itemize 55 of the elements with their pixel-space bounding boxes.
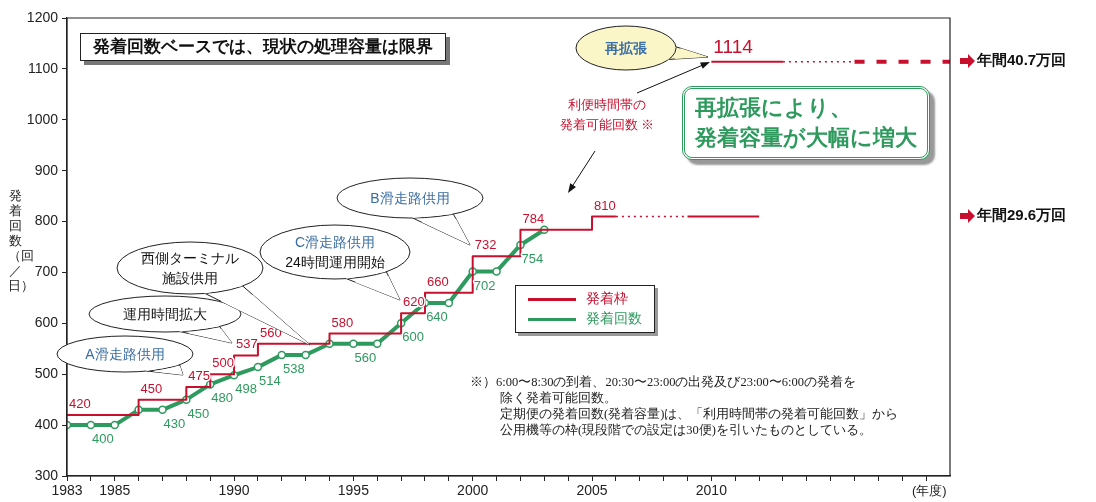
data-label: 420	[69, 396, 91, 412]
x-tick-label: 1983	[51, 482, 83, 499]
x-tick-label: 2000	[457, 482, 489, 499]
data-label: 754	[521, 251, 544, 267]
legend-label: 発着回数	[585, 310, 642, 328]
data-label: 732	[474, 237, 497, 253]
data-label: 430	[163, 415, 186, 431]
data-label: 480	[211, 390, 234, 406]
y-tick-label: 1200	[26, 8, 59, 25]
data-label: 450	[187, 405, 210, 421]
y-tick-label: 500	[34, 365, 59, 382]
x-tick-label: 1985	[99, 482, 131, 499]
annotation: 再拡張により、発着容量が大幅に増大	[695, 94, 917, 152]
y-tick-label: 700	[34, 263, 59, 280]
annotation: B滑走路供用	[369, 189, 451, 208]
y-tick-label: 600	[34, 314, 59, 331]
annotation: 運用時間拡大	[122, 305, 208, 324]
annotation: 西側ターミナル施設供用	[141, 250, 239, 286]
x-tick-label: 1995	[337, 482, 370, 499]
data-label: 1114	[713, 36, 754, 58]
annotation: C滑走路供用24時間運用開始	[285, 234, 385, 270]
data-label: 400	[92, 431, 114, 447]
x-tick-label: 1990	[218, 482, 250, 499]
x-tick-label: 2005	[576, 482, 608, 499]
y-tick-label: 900	[34, 161, 59, 178]
data-label: 498	[235, 381, 257, 397]
annotation: ※）6:00〜8:30の到着、20:30〜23:00の出発及び23:00〜6:00の発着を除く発着可能回数。定期便の発着回数(発着容量)は、「利用時間帯の発着可能回数」から公用機等の枠(現段階での設定は30便)を引いたものとしている。	[470, 374, 899, 438]
text: 発着回数ベースでは、現状の処理容量は限界	[80, 33, 446, 62]
data-label: 640	[426, 309, 448, 325]
y-tick-label: 1100	[27, 59, 59, 76]
x-tick-label: 2010	[695, 482, 728, 499]
data-label: 600	[402, 329, 424, 345]
y-tick-label: 800	[34, 212, 59, 229]
data-label: 784	[522, 210, 545, 226]
text: 年間29.6万回	[977, 206, 1067, 224]
x-axis-title: (年度)	[912, 483, 947, 499]
data-label: 450	[140, 380, 163, 396]
annotation: A滑走路供用	[85, 346, 165, 362]
data-label: 810	[594, 197, 616, 213]
data-label: 537	[236, 336, 258, 352]
data-label: 514	[259, 373, 281, 389]
y-tick-label: 400	[34, 415, 59, 432]
annotation: 利便時間帯の発着可能回数 ※	[558, 96, 656, 134]
y-tick-label: 1000	[26, 110, 59, 127]
data-label: 475	[188, 368, 211, 384]
y-axis-title: 発着回数（回／日）	[8, 188, 34, 293]
data-label: 560	[354, 349, 377, 365]
data-label: 660	[426, 273, 449, 289]
data-label: 702	[473, 277, 496, 293]
legend-label: 発着枠	[585, 290, 628, 308]
text: 年間40.7万回	[977, 51, 1067, 69]
data-label: 538	[282, 360, 305, 376]
data-label: 580	[331, 314, 354, 330]
y-tick-label: 300	[34, 466, 59, 483]
annotation: 再拡張	[605, 40, 647, 56]
